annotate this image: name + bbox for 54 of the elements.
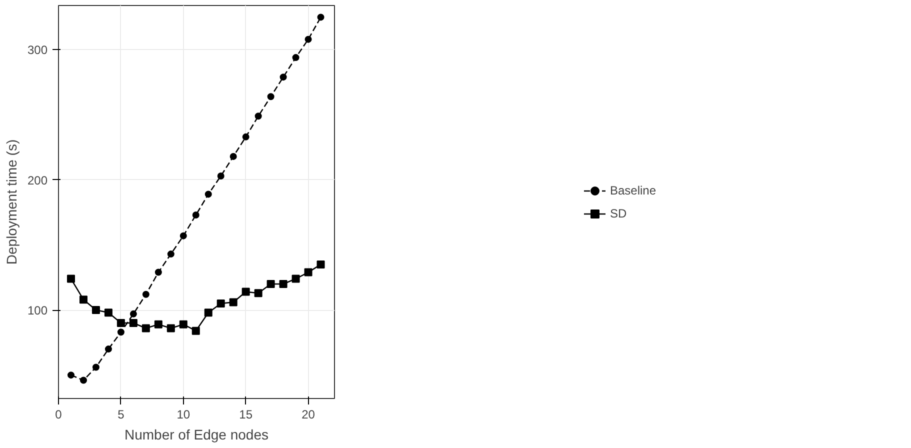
point — [129, 319, 138, 328]
point — [204, 190, 212, 198]
point — [229, 298, 238, 306]
point — [80, 376, 87, 384]
point — [104, 346, 112, 353]
point — [242, 288, 250, 296]
point — [142, 290, 150, 298]
point — [104, 308, 112, 317]
y-tick-label: 300 — [27, 43, 48, 58]
point — [317, 14, 324, 21]
point — [142, 324, 150, 332]
point — [254, 112, 262, 120]
point — [266, 280, 275, 288]
point — [304, 268, 312, 276]
point — [154, 268, 162, 276]
point — [192, 326, 200, 335]
x-tick-label: 0 — [55, 408, 62, 422]
point — [179, 320, 188, 328]
point — [242, 133, 250, 140]
point — [130, 310, 137, 318]
point — [92, 364, 100, 371]
point — [280, 74, 287, 81]
point — [180, 232, 187, 240]
point — [66, 274, 75, 283]
point — [292, 54, 300, 62]
point — [279, 280, 288, 288]
legend-label: SD — [610, 206, 628, 220]
point — [316, 260, 325, 268]
point — [79, 296, 88, 304]
point — [192, 212, 200, 219]
y-tick-label: 100 — [27, 304, 48, 318]
legend-label: Baseline — [610, 183, 656, 197]
point — [304, 36, 312, 43]
point — [116, 319, 125, 328]
point — [117, 328, 124, 336]
point — [154, 320, 162, 328]
point — [204, 308, 212, 317]
x-tick-label: 20 — [302, 408, 316, 422]
point — [166, 324, 175, 332]
x-tick-label: 15 — [239, 408, 253, 422]
y-axis-title: Deployment time (s) — [3, 139, 20, 265]
point — [267, 93, 274, 100]
point — [67, 372, 74, 379]
point — [92, 306, 100, 314]
point — [216, 300, 225, 308]
x-axis-title: Number of Edge nodes — [124, 426, 268, 442]
point — [292, 274, 300, 283]
point — [167, 250, 174, 258]
point — [230, 152, 237, 160]
x-tick-label: 5 — [118, 408, 125, 422]
y-tick-label: 200 — [27, 173, 48, 188]
point — [217, 172, 224, 180]
x-tick-label: 10 — [176, 408, 190, 422]
point — [254, 289, 262, 298]
